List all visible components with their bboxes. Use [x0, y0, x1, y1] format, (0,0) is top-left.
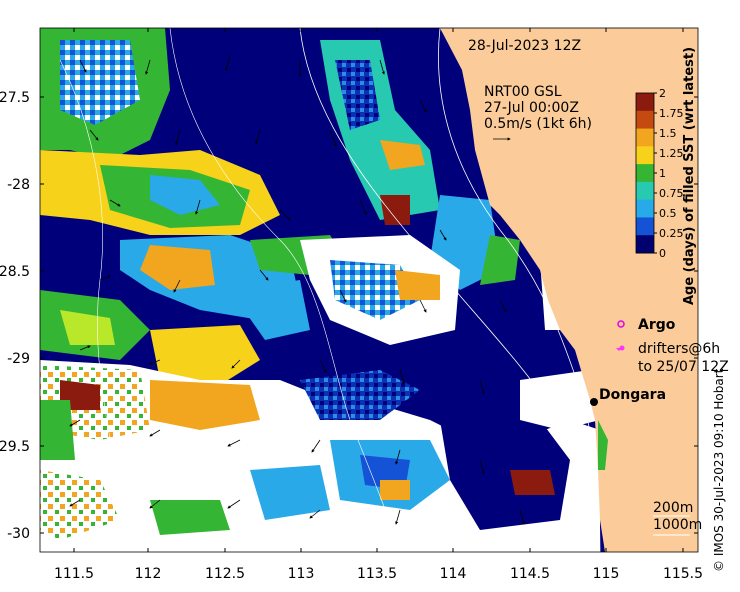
patch-green-ne: [480, 235, 520, 285]
colorbar-tick-label: 1.75: [659, 107, 684, 120]
argo-label: Argo: [638, 317, 676, 333]
x-tick-label: 113: [288, 566, 315, 582]
product-line-2: 27-Jul 00:00Z: [484, 100, 579, 116]
colorbar-swatch: [636, 181, 654, 201]
patch-orange-center: [140, 245, 215, 290]
map-frame: [39, 27, 699, 553]
isobath-label-1000m: 1000m: [653, 517, 702, 533]
patch-green-sw: [40, 400, 75, 460]
y-tick-label: -28: [7, 177, 30, 193]
x-tick-label: 112.5: [205, 566, 245, 582]
drifter-label-1: drifters@6h: [638, 341, 720, 357]
patch-deep-se: [440, 420, 570, 530]
patch-blue-m: [230, 280, 310, 340]
patch-lime-mw: [60, 310, 115, 345]
y-tick-label: 29.5: [0, 439, 30, 455]
town-marker-icon: [590, 398, 598, 406]
product-line-3: 0.5m/s (1kt 6h): [484, 116, 592, 132]
coastal-green-strip: [598, 420, 608, 470]
current-vectors: [69, 54, 525, 525]
isobath-deep-1: [169, 28, 401, 552]
colorbar-tick-label: 0.5: [659, 207, 677, 220]
patch-red-n: [380, 195, 410, 225]
x-tick-label: 115.5: [663, 566, 703, 582]
isobath-1000m: [299, 28, 586, 552]
colorbar: 2 1.75 1.5 1.25 1 0.75 0.5 0.25 0: [635, 87, 684, 260]
y-tick-label: 28.5: [0, 264, 30, 280]
credit-text: © IMOS 30-Jul-2023 09:10 Hobart: [712, 368, 726, 572]
y-tick-label: 27.5: [0, 90, 30, 106]
date-label: 28-Jul-2023 12Z: [468, 38, 581, 54]
y-tick-label: -30: [7, 526, 30, 542]
argo-float-icon: [617, 320, 625, 328]
patch-yellow-m: [150, 325, 260, 385]
colorbar-tick-label: 2: [659, 87, 666, 100]
map-field: [40, 28, 698, 552]
colorbar-swatch: [636, 93, 654, 112]
y-axis: 27.5 -28 28.5 -29 29.5 -30: [0, 90, 698, 542]
patch-blue-ssw: [250, 465, 330, 520]
patch-orange-s: [150, 380, 260, 430]
patch-orange-center-e: [395, 270, 440, 300]
patch-green-ssw: [150, 500, 230, 535]
colorbar-swatch: [636, 164, 654, 183]
colorbar-title: Age (days) of filled SST (wrt latest): [682, 47, 697, 305]
land-western-australia: [440, 28, 698, 552]
x-tick-label: 114: [440, 566, 467, 582]
x-axis: 111.5 112 112.5 113 113.5 114 114.5 115 …: [54, 28, 703, 582]
patch-cyan-nw: [60, 40, 140, 125]
patch-red-se: [510, 470, 555, 495]
colorbar-tick-label: 1.5: [659, 127, 677, 140]
isobath-200m: [438, 28, 601, 552]
y-tick-label: -29: [7, 351, 30, 367]
patch-orange-sse: [380, 480, 410, 500]
x-tick-label: 113.5: [357, 566, 397, 582]
patch-white-se: [520, 370, 600, 430]
patch-speckle-s: [300, 370, 420, 420]
x-tick-label: 112: [135, 566, 162, 582]
drifter-dot-icon: [619, 345, 625, 351]
colorbar-swatch: [636, 235, 654, 254]
town-label: Dongara: [599, 387, 666, 403]
patch-orange-n: [380, 140, 425, 170]
isobath-label-200m: 200m: [653, 500, 693, 516]
patch-speckle-n: [335, 60, 380, 130]
drifter-label-2: to 25/07 12Z: [638, 359, 729, 375]
x-tick-label: 115: [593, 566, 620, 582]
colorbar-tick-label: 0.75: [659, 187, 684, 200]
x-tick-label: 114.5: [510, 566, 550, 582]
colorbar-swatch: [636, 217, 654, 236]
patch-blue-w: [150, 175, 220, 215]
colorbar-tick-label: 1: [659, 167, 666, 180]
x-tick-label: 111.5: [54, 566, 94, 582]
colorbar-swatch: [636, 128, 654, 147]
patch-speckle-ssw: [40, 470, 120, 540]
product-line-1: NRT00 GSL: [484, 84, 562, 100]
colorbar-swatch: [636, 110, 654, 130]
colorbar-swatch: [636, 146, 654, 165]
colorbar-tick-label: 1.25: [659, 147, 684, 160]
colorbar-tick-label: 0.25: [659, 227, 684, 240]
isobath-deep-2: [59, 59, 131, 552]
colorbar-swatch: [636, 199, 654, 218]
colorbar-tick-label: 0: [659, 247, 666, 260]
